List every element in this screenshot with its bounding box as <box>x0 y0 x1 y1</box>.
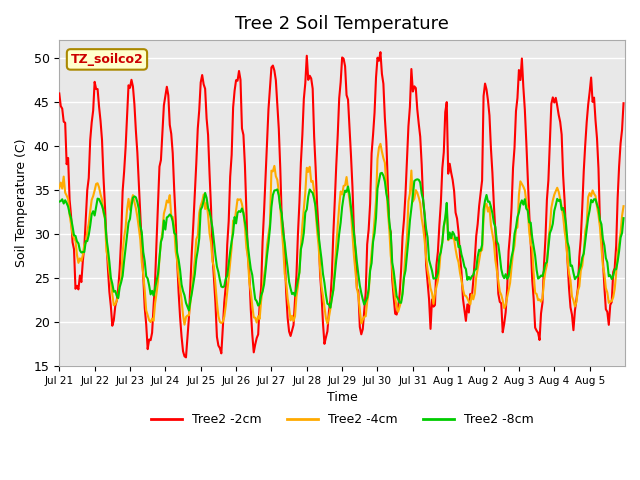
Tree2 -2cm <box>618 127 626 132</box>
Tree2 -4cm <box>545 237 552 243</box>
Tree2 -8cm <box>185 308 193 313</box>
Tree2 -4cm <box>56 185 63 191</box>
Tree2 -2cm <box>620 100 627 106</box>
Tree2 -8cm <box>347 204 355 210</box>
Tree2 -4cm <box>620 204 627 209</box>
Legend: Tree2 -2cm, Tree2 -4cm, Tree2 -8cm: Tree2 -2cm, Tree2 -4cm, Tree2 -8cm <box>146 408 538 432</box>
Tree2 -8cm <box>618 230 626 236</box>
Tree2 -2cm <box>56 91 63 96</box>
Tree2 -8cm <box>56 199 63 204</box>
Tree2 -2cm <box>545 178 552 183</box>
Tree2 -2cm <box>75 287 83 292</box>
Tree2 -8cm <box>620 216 627 221</box>
Tree2 -4cm <box>461 292 468 298</box>
Tree2 -8cm <box>545 245 552 251</box>
Y-axis label: Soil Temperature (C): Soil Temperature (C) <box>15 139 28 267</box>
Tree2 -2cm <box>92 86 100 92</box>
Tree2 -2cm <box>347 153 355 158</box>
Tree2 -4cm <box>347 210 355 216</box>
Tree2 -8cm <box>75 240 83 246</box>
Tree2 -8cm <box>378 170 386 176</box>
Tree2 -8cm <box>461 264 468 270</box>
Title: Tree 2 Soil Temperature: Tree 2 Soil Temperature <box>236 15 449 33</box>
Line: Tree2 -4cm: Tree2 -4cm <box>60 144 623 324</box>
Tree2 -4cm <box>180 322 188 327</box>
Line: Tree2 -2cm: Tree2 -2cm <box>60 52 623 357</box>
Line: Tree2 -8cm: Tree2 -8cm <box>60 173 623 311</box>
X-axis label: Time: Time <box>327 391 358 404</box>
Text: TZ_soilco2: TZ_soilco2 <box>70 53 143 66</box>
Tree2 -8cm <box>92 204 100 210</box>
Tree2 -4cm <box>376 141 384 147</box>
Tree2 -4cm <box>75 260 83 266</box>
Tree2 -2cm <box>182 354 190 360</box>
Tree2 -4cm <box>92 181 100 187</box>
Tree2 -2cm <box>376 49 384 55</box>
Tree2 -4cm <box>618 213 626 219</box>
Tree2 -2cm <box>461 307 468 312</box>
